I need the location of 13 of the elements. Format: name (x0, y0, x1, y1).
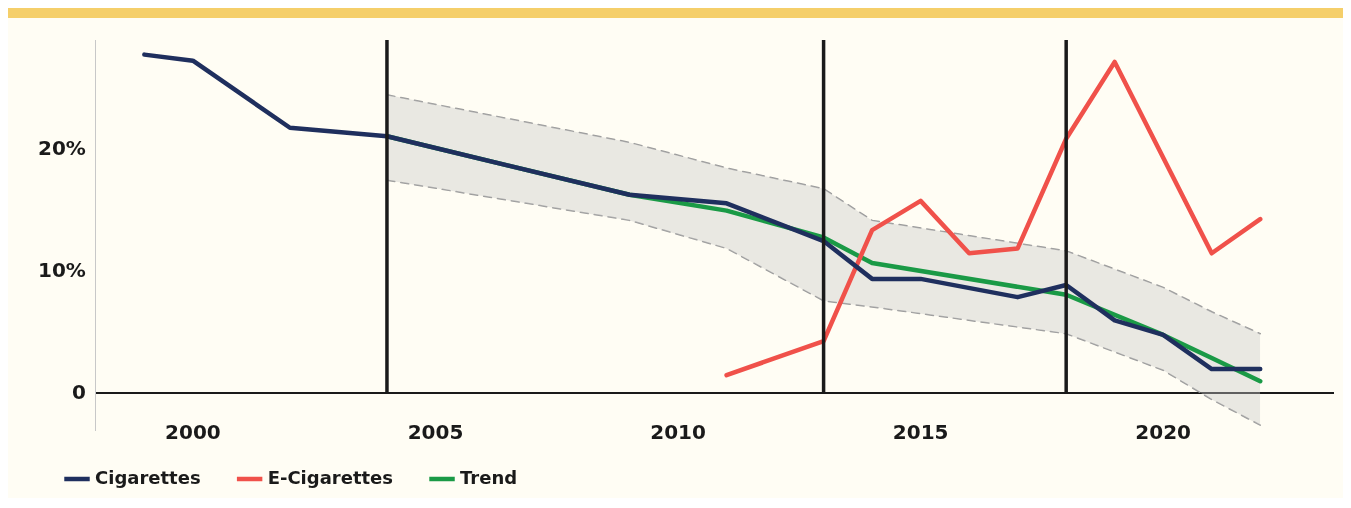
y-tick-label: 10% (38, 257, 86, 282)
x-tick-label: 2015 (892, 419, 949, 444)
line-series (386, 179, 1261, 426)
legend-label: Trend (460, 466, 518, 488)
x-tick-label: 2005 (407, 419, 464, 444)
line-series (386, 94, 1261, 335)
x-tick-label: 2010 (650, 419, 706, 444)
legend-label: Cigarettes (95, 466, 201, 488)
x-tick-label: 2000 (165, 419, 221, 444)
y-tick-label: 20% (38, 135, 86, 160)
y-tick-label: 0 (71, 379, 86, 404)
x-tick-label: 2020 (1135, 419, 1192, 444)
legend-label: E-Cigarettes (267, 466, 394, 488)
